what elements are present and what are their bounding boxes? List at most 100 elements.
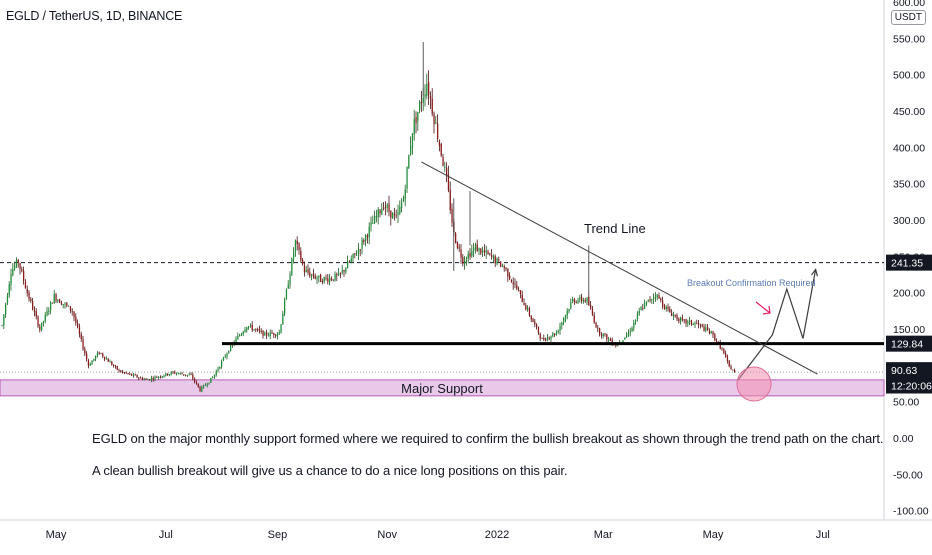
candle-body: [399, 206, 401, 214]
candle-body: [24, 281, 27, 289]
candle-body: [563, 318, 565, 323]
candle-body: [595, 322, 597, 328]
candle-body: [692, 323, 694, 325]
candle-body: [465, 259, 468, 261]
candle-body: [158, 376, 160, 378]
candle-body: [338, 273, 340, 276]
candle-body: [606, 334, 608, 340]
candle-body: [689, 320, 691, 322]
candle-body: [590, 304, 592, 309]
time-tick-label: Jul: [159, 529, 173, 541]
candle-body: [669, 308, 671, 313]
candle-body: [476, 244, 478, 252]
breakout-confirmation-label: Breakout Confirmation Required: [687, 278, 816, 288]
candle-body: [131, 373, 133, 376]
candle-body: [302, 259, 304, 265]
candle-body: [89, 364, 91, 366]
symbol-title[interactable]: EGLD / TetherUS, 1D, BINANCE: [6, 9, 183, 23]
candle-body: [262, 330, 264, 337]
candle-body: [219, 366, 221, 369]
price-badge-label: 12:20:06: [891, 381, 932, 393]
candle-body: [289, 274, 291, 285]
candle-body: [329, 277, 331, 283]
candle-body: [408, 155, 410, 169]
candle-body: [654, 296, 657, 298]
candle-body: [582, 300, 585, 302]
candle-body: [496, 258, 498, 264]
candle-body: [87, 359, 90, 366]
candle-body: [100, 353, 102, 354]
candle-body: [141, 377, 144, 380]
candle-body: [147, 379, 149, 381]
candle-body: [401, 202, 403, 208]
currency-label[interactable]: USDT: [890, 10, 926, 25]
candle-body: [307, 269, 309, 273]
candle-body: [716, 341, 718, 343]
candle-body: [730, 366, 732, 370]
candles-group: [1, 42, 736, 393]
candle-body: [244, 329, 246, 333]
time-axis-ticks: May Jul Sep Nov 2022 Mar May Jul: [46, 529, 830, 541]
candle-body: [559, 325, 561, 331]
candle-body: [104, 356, 106, 360]
candle-body: [48, 310, 50, 312]
candle-body: [456, 242, 459, 248]
candle-body: [631, 327, 633, 332]
candle-body: [489, 253, 491, 255]
candle-body: [550, 336, 552, 339]
candle-body: [455, 233, 457, 244]
candle-body: [644, 303, 646, 309]
candle-body: [723, 348, 725, 354]
candle-body: [345, 268, 347, 273]
candle-body: [383, 207, 385, 209]
price-tick-label: -50.00: [893, 469, 923, 481]
candle-body: [26, 289, 28, 294]
candle-body: [667, 307, 669, 310]
time-tick-label: May: [46, 529, 67, 541]
candle-body: [530, 315, 532, 320]
candle-body: [125, 372, 127, 374]
candle-body: [424, 94, 426, 97]
candle-body: [235, 338, 237, 343]
candle-body: [402, 198, 405, 202]
candle-body: [303, 265, 306, 273]
candle-body: [420, 101, 423, 104]
candle-body: [649, 299, 651, 301]
time-tick-label: Nov: [377, 529, 397, 541]
candle-body: [638, 310, 640, 314]
candle-body: [278, 332, 280, 334]
candle-body: [386, 205, 388, 208]
candle-body: [93, 358, 95, 361]
candle-body: [185, 374, 187, 376]
candle-body: [366, 235, 369, 238]
major-support-zone[interactable]: [0, 379, 885, 397]
price-highlight-circle[interactable]: [736, 366, 772, 402]
candle-body: [397, 212, 399, 216]
candle-body: [316, 278, 318, 280]
candle-body: [444, 166, 446, 168]
candle-body: [528, 307, 531, 316]
candle-body: [246, 327, 248, 331]
candle-body: [591, 308, 594, 316]
candle-body: [572, 299, 574, 302]
candle-body: [392, 212, 394, 219]
candle-body: [266, 332, 268, 336]
candle-body: [374, 215, 376, 224]
candle-body: [311, 274, 313, 276]
candle-body: [177, 373, 180, 375]
candle-body: [60, 302, 63, 305]
candle-body: [390, 210, 392, 218]
projected-breakout-path[interactable]: [737, 269, 817, 381]
candle-body: [561, 322, 563, 326]
candle-body: [249, 325, 252, 326]
candle-body: [188, 374, 190, 376]
candle-body: [372, 223, 374, 224]
candle-body: [134, 374, 136, 376]
candle-body: [411, 133, 414, 148]
candle-body: [95, 356, 97, 360]
descending-trend-line[interactable]: [421, 161, 818, 375]
candle-body: [330, 278, 333, 280]
candle-body: [69, 306, 72, 311]
candle-body: [71, 310, 73, 312]
price-tick-label: 450.00: [893, 106, 925, 118]
